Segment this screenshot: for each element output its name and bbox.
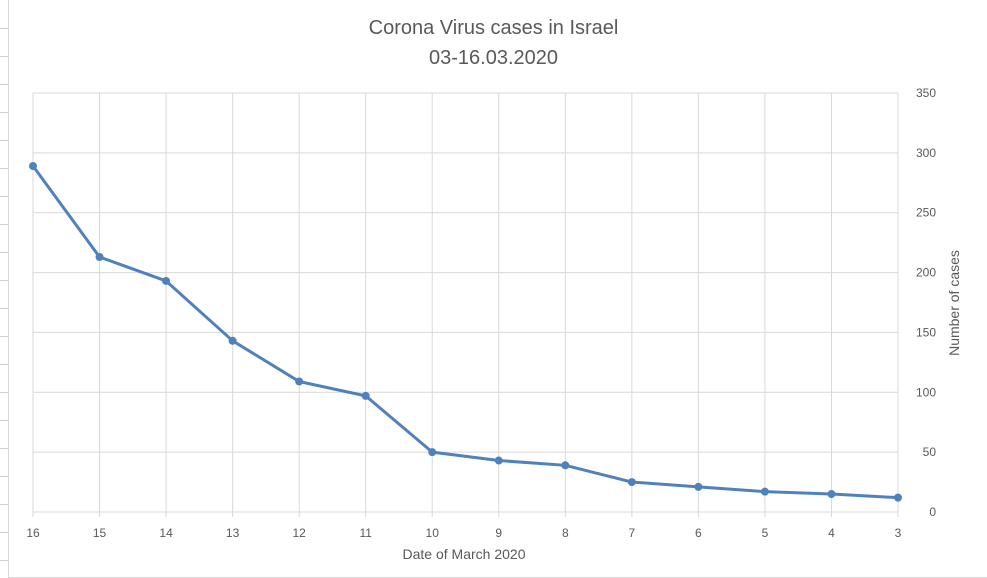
data-point [627, 478, 636, 487]
x-tick-label: 5 [762, 526, 769, 540]
x-tick-label: 13 [226, 526, 240, 540]
y-tick-label: 100 [916, 385, 936, 399]
y-axis-title: Number of cases [946, 250, 962, 356]
data-point [894, 493, 902, 502]
data-point [760, 487, 769, 496]
x-tick-label: 4 [828, 526, 835, 540]
data-point [162, 276, 171, 285]
data-point [228, 336, 237, 345]
x-tick-label: 3 [895, 526, 902, 540]
y-tick-label: 200 [916, 266, 936, 280]
y-tick-label: 0 [929, 505, 936, 519]
x-tick-label: 10 [426, 526, 440, 540]
x-tick-label: 7 [629, 526, 636, 540]
data-point [694, 482, 703, 491]
chart-subtitle: 03-16.03.2020 [428, 47, 558, 69]
data-point [29, 162, 37, 171]
data-point [561, 461, 570, 470]
y-tick-label: 50 [923, 445, 937, 459]
x-axis-title: Date of March 2020 [403, 546, 526, 562]
x-tick-label: 12 [292, 526, 306, 540]
y-tick-label: 350 [916, 86, 936, 100]
y-tick-labels: 0 50 100 150 200 250 300 350 [916, 86, 936, 519]
data-point [827, 490, 836, 499]
x-tick-label: 8 [562, 526, 569, 540]
x-tick-label: 6 [695, 526, 702, 540]
x-tick-label: 15 [93, 526, 107, 540]
x-tick-label: 14 [159, 526, 173, 540]
data-point [95, 253, 104, 262]
data-point [295, 377, 304, 386]
series-layer [29, 162, 902, 502]
chart-title: Corona Virus cases in Israel [368, 17, 619, 39]
y-tick-label: 250 [916, 206, 936, 220]
y-tick-label: 300 [916, 146, 936, 160]
chart-area [8, 0, 987, 578]
x-tick-labels: 16 15 14 13 12 11 10 9 8 7 6 5 4 3 [26, 526, 901, 540]
grid-layer [32, 92, 899, 517]
x-tick-label: 11 [359, 526, 372, 540]
data-point [361, 391, 370, 400]
data-point [428, 448, 437, 457]
x-tick-label: 9 [495, 526, 502, 540]
y-tick-label: 150 [916, 325, 936, 339]
data-point [494, 456, 503, 465]
x-tick-label: 16 [26, 526, 40, 540]
series-line [31, 165, 899, 500]
